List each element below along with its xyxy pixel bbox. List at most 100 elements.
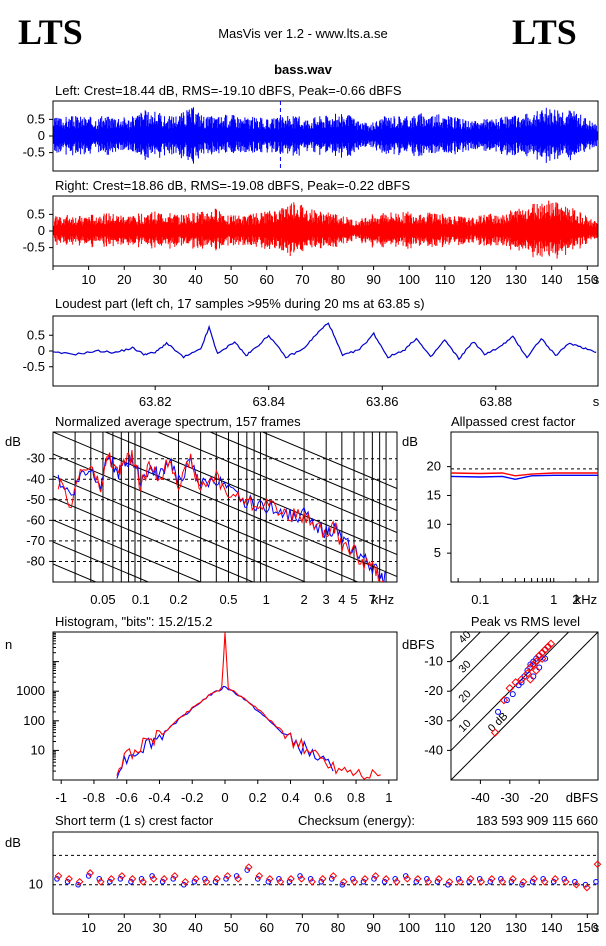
plots-layer: 0.50-0.50.50-0.510 20 30 40 50 60 70 80 90 100 110…	[5, 100, 602, 935]
avg-spectrum-ytick-label: -30	[26, 451, 45, 466]
avg-spectrum-slope	[53, 586, 397, 730]
short-term-crest-frame	[52, 831, 599, 915]
short-term-crest-xtick-label: 70	[295, 920, 309, 935]
histogram-ytick-label: 100	[23, 713, 45, 728]
short-term-crest-point-right	[340, 877, 348, 886]
short-term-crest-point-right	[202, 877, 211, 886]
avg-spectrum-xtick-label: 7	[369, 592, 376, 607]
peak-vs-rms-xtick-label: dBFS	[566, 790, 599, 805]
loudest-part-xtick-label: 63.82	[139, 394, 172, 409]
right-waveform-xtick-label: 20	[117, 272, 131, 287]
right-waveform-xtick-label: 140	[541, 272, 563, 287]
peak-vs-rms-diagonal	[451, 632, 481, 662]
right-waveform-xtick-label: 150	[576, 272, 598, 287]
avg-spectrum-slope	[261, 432, 397, 489]
right-waveform-xtick-label: 80	[331, 272, 345, 287]
short-term-crest-ytick-label: 10	[29, 877, 43, 892]
short-term-crest-point-right	[213, 875, 221, 883]
short-term-crest-point-right	[424, 877, 433, 886]
avg-spectrum-xtick-label: kHz	[372, 592, 394, 607]
peak-vs-rms-xtick-label: -30	[500, 790, 519, 805]
histogram-title: Histogram, "bits": 15.2/15.2	[55, 614, 212, 629]
right-waveform-xtick-label: 40	[188, 272, 202, 287]
histogram-xtick-label: 0.6	[314, 790, 332, 805]
short-term-crest-point-right	[65, 875, 73, 883]
histogram-xtick-label: -0.2	[181, 790, 203, 805]
avg-spectrum-slope	[53, 497, 255, 582]
short-term-crest-point-right	[223, 872, 232, 880]
peak-vs-rms-xtick-label: -20	[530, 790, 549, 805]
avg-spectrum-slope	[53, 630, 397, 774]
checksum-label: Checksum (energy):	[298, 813, 415, 828]
peak-vs-rms-point-right	[490, 728, 500, 737]
short-term-crest-point-right	[266, 875, 274, 883]
short-term-crest-xtick-label: 140	[541, 920, 563, 935]
histogram-xtick-label: -0.4	[148, 790, 170, 805]
avg-spectrum-slope	[53, 608, 397, 752]
short-term-crest-point-right	[287, 875, 295, 883]
short-term-crest-xtick-label: 90	[366, 920, 380, 935]
peak-vs-rms-diag-label: 40	[457, 629, 474, 646]
short-term-crest-point-right	[371, 872, 380, 880]
short-term-crest-point-right	[329, 872, 338, 880]
short-term-crest-point-right	[276, 877, 285, 886]
right-waveform-xtick-label: s	[593, 272, 600, 287]
histogram-xtick-label: -0.6	[116, 790, 138, 805]
short-term-crest-point-right	[107, 875, 116, 883]
avg-spectrum-xtick-label: 3	[323, 592, 330, 607]
peak-vs-rms-point-right	[526, 663, 535, 672]
short-term-crest-xtick-label: 50	[224, 920, 238, 935]
histogram-series-right	[116, 632, 381, 780]
peak-vs-rms-point-left	[495, 708, 502, 715]
right-waveform-xtick-label: 100	[398, 272, 420, 287]
allpassed-crest-xtick-label: 1	[550, 592, 557, 607]
loudest-part-ytick-label: 0.5	[27, 327, 45, 342]
avg-spectrum-xtick-label: 2	[300, 592, 307, 607]
peak-vs-rms-point-right	[511, 678, 520, 687]
avg-spectrum-slope	[53, 453, 360, 582]
peak-vs-rms-ytick-label: -10	[424, 654, 443, 669]
avg-spectrum-ytick-label: -50	[26, 492, 45, 507]
left-waveform-ytick-label: -0.5	[23, 145, 45, 160]
short-term-crest-ylabel: dB	[5, 835, 21, 850]
avg-spectrum-ytick-label: -70	[26, 533, 45, 548]
avg-spectrum-slope	[53, 519, 202, 582]
logo-left: LTS	[18, 12, 83, 52]
peak-vs-rms-point-right	[546, 639, 556, 649]
right-waveform-title: Right: Crest=18.86 dB, RMS=-19.08 dBFS, …	[55, 178, 410, 193]
short-term-crest-xtick-label: 100	[398, 920, 420, 935]
avg-spectrum-xtick-label: 0.1	[132, 592, 150, 607]
avg-spectrum-ytick-label: -60	[26, 512, 45, 527]
loudest-part-xtick-label: s	[593, 394, 600, 409]
histogram-ylabel: n	[5, 637, 12, 652]
avg-spectrum-frame	[52, 431, 398, 583]
short-term-crest-point-right	[96, 877, 105, 886]
file-name: bass.wav	[274, 62, 333, 77]
short-term-crest-point-right	[561, 877, 570, 886]
short-term-crest-point-right	[255, 872, 264, 880]
right-waveform-xtick-label: 130	[505, 272, 527, 287]
left-waveform-ytick-label: 0	[38, 128, 45, 143]
short-term-crest-point-right	[487, 875, 496, 883]
peak-vs-rms-diag-label: 20	[457, 688, 474, 705]
avg-spectrum-slope	[156, 432, 397, 533]
peak-vs-rms-point-right	[537, 648, 547, 657]
short-term-crest-point-right	[139, 877, 147, 886]
short-term-crest-xtick-label: 10	[81, 920, 95, 935]
right-waveform-ytick-label: 0	[38, 223, 45, 238]
peak-vs-rms-point-left	[503, 697, 510, 704]
peak-vs-rms-point-right	[526, 675, 535, 684]
histogram-series-left	[116, 685, 334, 779]
allpassed-crest-ytick-label: 5	[434, 545, 441, 560]
short-term-crest-xtick-label: 120	[470, 920, 492, 935]
short-term-crest-point-right	[54, 872, 63, 880]
avg-spectrum-xtick-label: 0.5	[219, 592, 237, 607]
avg-spectrum-slope	[104, 432, 397, 555]
peak-vs-rms-diag-label: 30	[457, 658, 474, 675]
short-term-crest-point-right	[435, 875, 443, 883]
short-term-crest-point-right	[160, 875, 169, 883]
short-term-crest-title: Short term (1 s) crest factor	[55, 813, 214, 828]
short-term-crest-xtick-label: 150	[576, 920, 598, 935]
short-term-crest-xtick-label: 30	[153, 920, 167, 935]
